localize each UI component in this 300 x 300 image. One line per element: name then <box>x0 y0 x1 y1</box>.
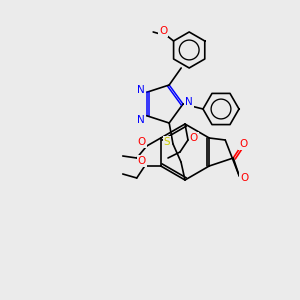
Text: N: N <box>185 97 193 107</box>
Text: O: O <box>138 156 146 166</box>
Text: O: O <box>190 133 198 143</box>
Text: N: N <box>137 85 145 95</box>
Text: O: O <box>159 26 167 36</box>
Text: O: O <box>240 173 248 183</box>
Text: S: S <box>164 137 170 147</box>
Text: O: O <box>138 137 146 147</box>
Text: O: O <box>239 139 248 149</box>
Text: N: N <box>137 115 145 125</box>
